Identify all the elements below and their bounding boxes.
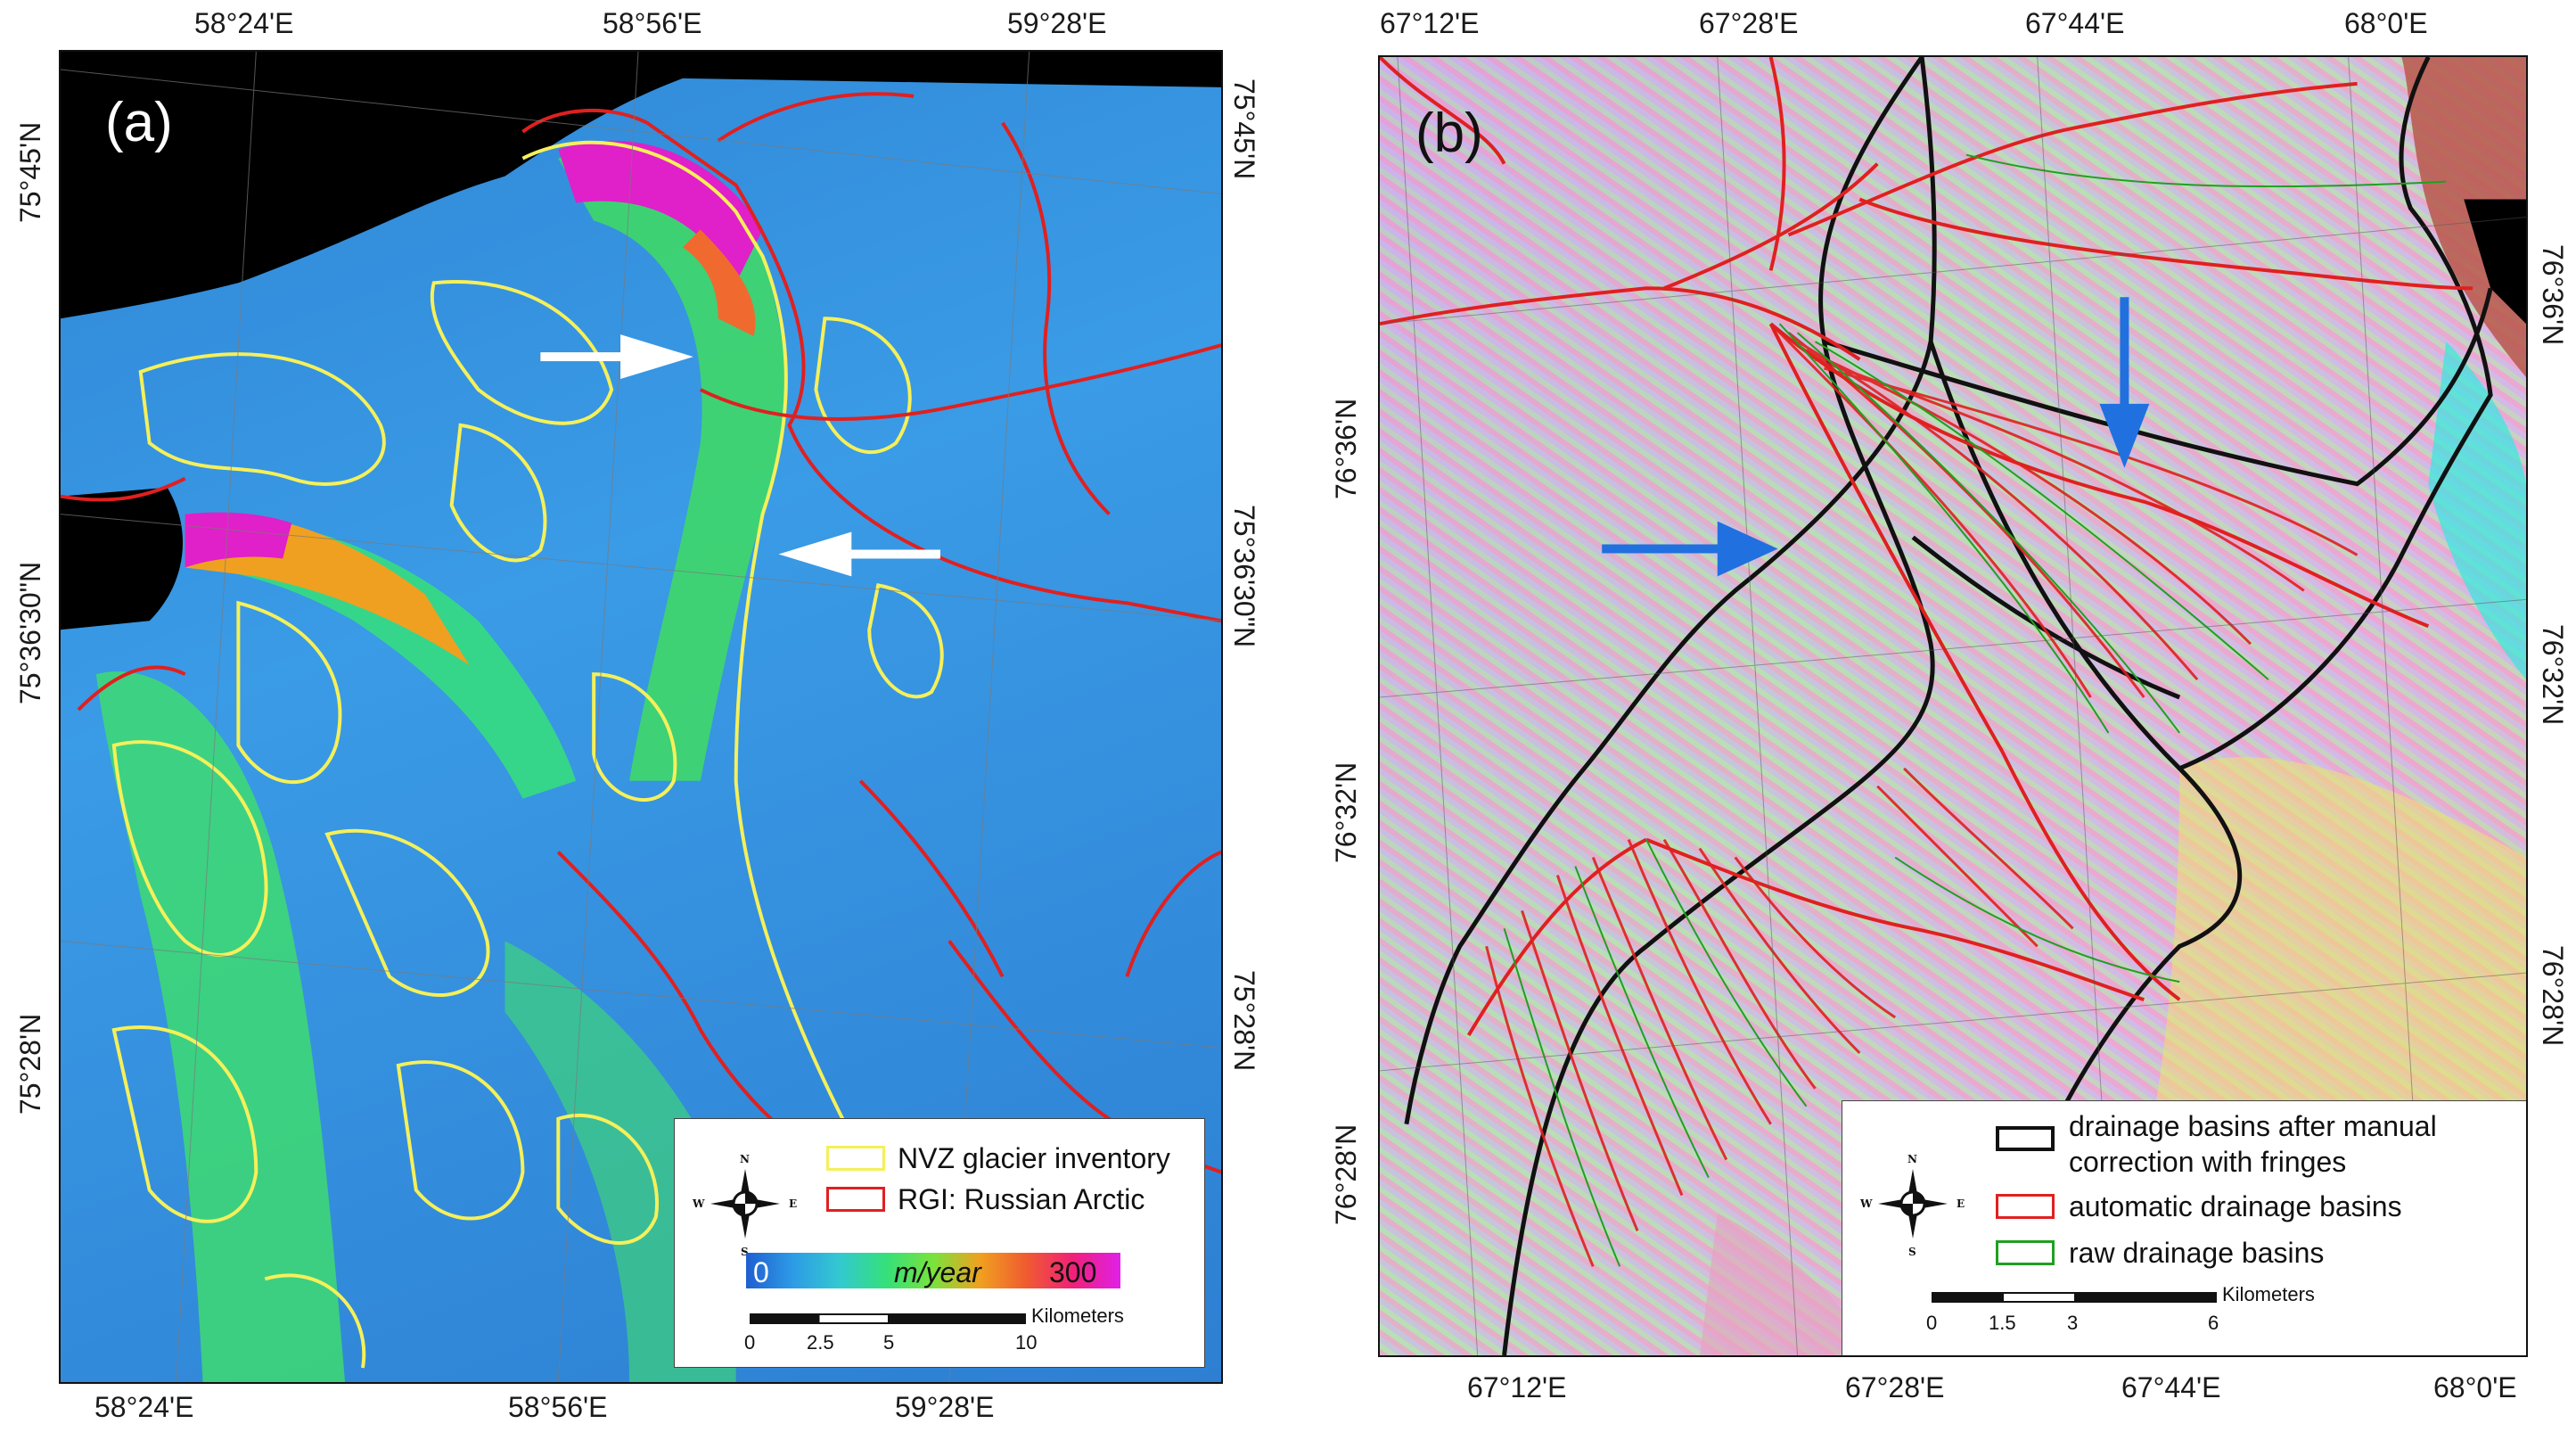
panel-b-top-tick-1: 67°12'E [1380,7,1480,39]
colorbar-min-label: 0 [753,1256,769,1288]
compass-n-label: N [740,1153,750,1165]
panel-b-bottom-tick-1: 67°12'E [1467,1371,1567,1403]
panel-a-legend: N S E W NVZ glacier inventory RGI: Russi… [674,1118,1205,1368]
legend-swatch-rgi [826,1187,885,1212]
panel-a-arrow-right [540,334,693,380]
compass-icon [705,1164,785,1244]
scale-tick-a-1: 2.5 [807,1331,834,1354]
compass-e-label: E [789,1197,798,1210]
panel-b-legend: N S E W drainage basins after manual cor… [1842,1100,2526,1355]
legend-swatch-raw [1996,1240,2055,1265]
colorbar-max-label: 300 [1049,1256,1097,1288]
panel-a-top-tick-3: 59°28'E [1007,7,1107,39]
panel-b-left-tick-2: 76°32'N [1330,761,1362,863]
panel-a-top-tick-2: 58°56'E [603,7,702,39]
panel-a-bottom-tick-1: 58°24'E [94,1391,194,1423]
compass-e-label: E [1957,1197,1965,1210]
scale-tick-b-2: 3 [2067,1312,2079,1334]
panel-b-left-tick-1: 76°36'N [1330,398,1362,499]
panel-b-interferogram-map: (b) N S E W drainage basins after manual… [1378,55,2528,1357]
panel-a-left-tick-3: 75°28'N [14,1013,46,1115]
panel-b-top-tick-3: 67°44'E [2025,7,2125,39]
scale-tick-b-0: 0 [1926,1312,1938,1334]
legend-label-manual: drainage basins after manual [2069,1110,2437,1142]
panel-b-top-tick-4: 68°0'E [2344,7,2428,39]
scale-unit-a: Kilometers [1031,1304,1124,1327]
panel-a-label: (a) [105,92,173,153]
panel-a-arrow-left [778,531,940,577]
panel-a-left-tick-2: 75°36'30"N [14,561,46,704]
compass-w-label: W [693,1197,705,1210]
legend-label-automatic: automatic drainage basins [2069,1190,2402,1222]
panel-b-left-tick-3: 76°28'N [1330,1123,1362,1225]
legend-swatch-automatic [1996,1194,2055,1219]
panel-a-right-tick-1: 75°45'N [1228,78,1260,180]
panel-a-right-tick-3: 75°28'N [1228,970,1260,1072]
legend-label-manual-line2: correction with fringes [2069,1146,2347,1178]
panel-b-right-tick-2: 76°32'N [2537,624,2569,726]
legend-label-nvz: NVZ glacier inventory [898,1142,1170,1174]
scale-tick-a-3: 10 [1015,1331,1038,1354]
legend-swatch-nvz [826,1146,885,1171]
panel-a-top-tick-1: 58°24'E [194,7,294,39]
compass-s-label: S [741,1246,749,1258]
compass-icon [1873,1164,1953,1244]
panel-a-right-tick-2: 75°36'30"N [1228,505,1260,648]
panel-b-right-tick-1: 76°36'N [2537,244,2569,346]
panel-b-bottom-tick-4: 68°0'E [2433,1371,2517,1403]
scale-unit-b: Kilometers [2222,1283,2315,1305]
panel-a-bottom-tick-3: 59°28'E [895,1391,995,1423]
compass-n-label: N [1907,1153,1917,1165]
panel-b-bottom-tick-3: 67°44'E [2121,1371,2221,1403]
compass-s-label: S [1908,1246,1916,1258]
legend-swatch-manual [1996,1126,2055,1151]
velocity-colorbar [746,1253,1120,1288]
scale-tick-b-1: 1.5 [1989,1312,2016,1334]
scale-tick-a-2: 5 [883,1331,895,1354]
panel-b-bottom-tick-2: 67°28'E [1845,1371,1945,1403]
legend-label-raw: raw drainage basins [2069,1237,2325,1269]
panel-b-right-tick-3: 76°28'N [2537,945,2569,1047]
panel-b-arrow-right [1602,521,1778,577]
panel-b-label: (b) [1415,103,1483,164]
compass-w-label: W [1860,1197,1873,1210]
scale-bar-b [1932,1292,2217,1303]
scale-bar-a [750,1313,1026,1324]
panel-a-left-tick-1: 75°45'N [14,121,46,223]
panel-a-bottom-tick-2: 58°56'E [508,1391,608,1423]
scale-tick-b-3: 6 [2208,1312,2219,1334]
colorbar-unit-label: m/year [894,1256,981,1288]
scale-tick-a-0: 0 [744,1331,756,1354]
panel-b-top-tick-2: 67°28'E [1699,7,1799,39]
legend-label-rgi: RGI: Russian Arctic [898,1183,1145,1215]
panel-a-velocity-map: (a) N S E W NVZ glacier inventory RGI: R… [59,50,1223,1384]
panel-b-arrow-down [2099,297,2150,468]
